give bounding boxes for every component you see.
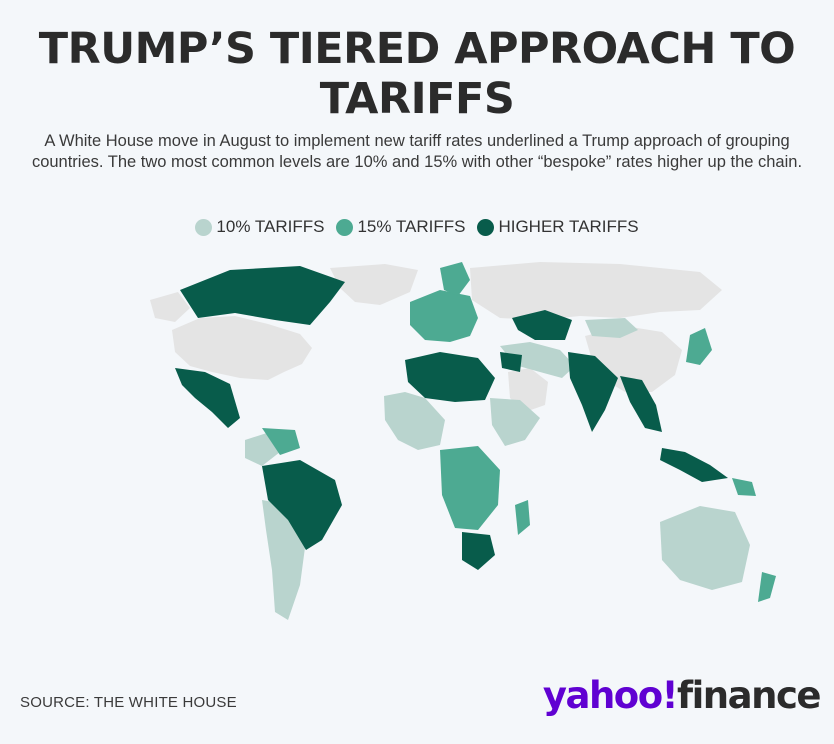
chart-subtitle: A White House move in August to implemen…: [31, 132, 803, 171]
region-southeast-asia: [620, 376, 662, 432]
legend-swatch-15: [336, 218, 354, 236]
region-canada: [180, 266, 345, 325]
region-west-africa-north: [384, 392, 445, 450]
legend: 10% TARIFFS 15% TARIFFS HIGHER TARIFFS: [0, 217, 834, 237]
region-mexico: [175, 368, 240, 428]
legend-label-15: 15% TARIFFS: [357, 217, 466, 236]
tier-10: [245, 318, 750, 620]
logo-product: finance: [677, 674, 821, 717]
region-russia: [470, 262, 722, 320]
region-japan: [686, 328, 712, 365]
world-map: [150, 262, 776, 620]
region-kazakhstan: [512, 310, 572, 340]
tier-15: [262, 262, 776, 602]
region-alaska: [150, 292, 190, 322]
region-central-africa: [440, 446, 500, 530]
region-europe: [410, 290, 478, 342]
region-horn-of-africa: [490, 398, 540, 446]
region-south-africa: [462, 532, 495, 570]
yahoo-finance-logo: yahoo!finance: [542, 674, 822, 717]
legend-label-higher: HIGHER TARIFFS: [498, 217, 639, 236]
region-png: [732, 478, 756, 496]
region-indonesia: [660, 448, 728, 482]
legend-swatch-higher: [477, 218, 495, 236]
region-iraq-syria: [500, 352, 522, 372]
logo-brand: yahoo: [542, 674, 663, 717]
region-usa: [172, 316, 312, 380]
region-new-zealand: [758, 572, 776, 602]
region-middle-east: [500, 342, 575, 378]
neutral-land: [150, 262, 722, 412]
legend-item-15: 15% TARIFFS: [336, 217, 465, 237]
region-australia: [660, 506, 750, 590]
legend-label-10: 10% TARIFFS: [216, 217, 325, 236]
legend-item-higher: HIGHER TARIFFS: [477, 217, 639, 237]
region-greenland: [330, 264, 418, 305]
region-venezuela-guyana: [262, 428, 300, 455]
legend-item-10: 10% TARIFFS: [195, 217, 324, 237]
region-central-asia: [585, 318, 638, 338]
logo-mark: !: [661, 674, 679, 717]
region-india: [568, 352, 618, 432]
chart-title: TRUMP’S TIERED APPROACH TO TARIFFS: [38, 24, 796, 124]
region-madagascar: [515, 500, 530, 535]
source-note: SOURCE: THE WHITE HOUSE: [20, 694, 237, 711]
region-brazil: [262, 460, 342, 550]
tier-higher: [175, 266, 728, 570]
region-north-africa: [405, 352, 495, 402]
region-scandinavia: [440, 262, 470, 296]
legend-swatch-10: [195, 218, 213, 236]
